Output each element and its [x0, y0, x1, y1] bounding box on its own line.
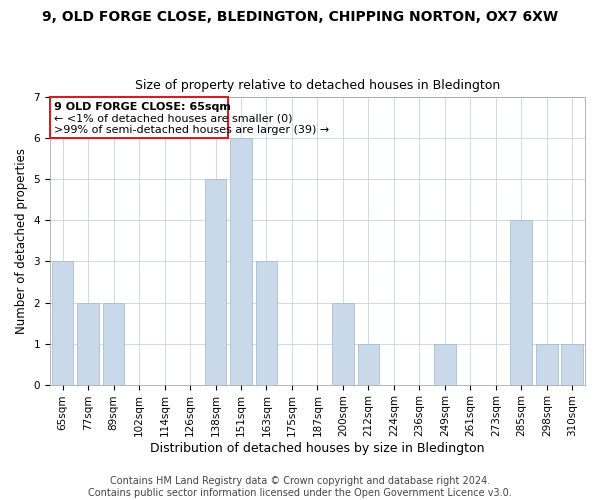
Bar	[230, 138, 252, 384]
Text: 9, OLD FORGE CLOSE, BLEDINGTON, CHIPPING NORTON, OX7 6XW: 9, OLD FORGE CLOSE, BLEDINGTON, CHIPPING…	[42, 10, 558, 24]
Bar	[256, 262, 277, 384]
Bar	[511, 220, 532, 384]
Bar	[77, 302, 99, 384]
Bar	[434, 344, 455, 384]
Title: Size of property relative to detached houses in Bledington: Size of property relative to detached ho…	[135, 79, 500, 92]
Y-axis label: Number of detached properties: Number of detached properties	[15, 148, 28, 334]
Bar	[358, 344, 379, 384]
Bar	[562, 344, 583, 384]
Text: Contains HM Land Registry data © Crown copyright and database right 2024.
Contai: Contains HM Land Registry data © Crown c…	[88, 476, 512, 498]
Bar	[536, 344, 557, 384]
X-axis label: Distribution of detached houses by size in Bledington: Distribution of detached houses by size …	[150, 442, 485, 455]
Text: 9 OLD FORGE CLOSE: 65sqm: 9 OLD FORGE CLOSE: 65sqm	[54, 102, 230, 113]
Bar	[332, 302, 354, 384]
Text: ← <1% of detached houses are smaller (0): ← <1% of detached houses are smaller (0)	[54, 114, 292, 124]
Text: >99% of semi-detached houses are larger (39) →: >99% of semi-detached houses are larger …	[54, 125, 329, 135]
Bar	[50, 98, 228, 138]
Bar	[205, 180, 226, 384]
Bar	[103, 302, 124, 384]
Bar	[52, 262, 73, 384]
